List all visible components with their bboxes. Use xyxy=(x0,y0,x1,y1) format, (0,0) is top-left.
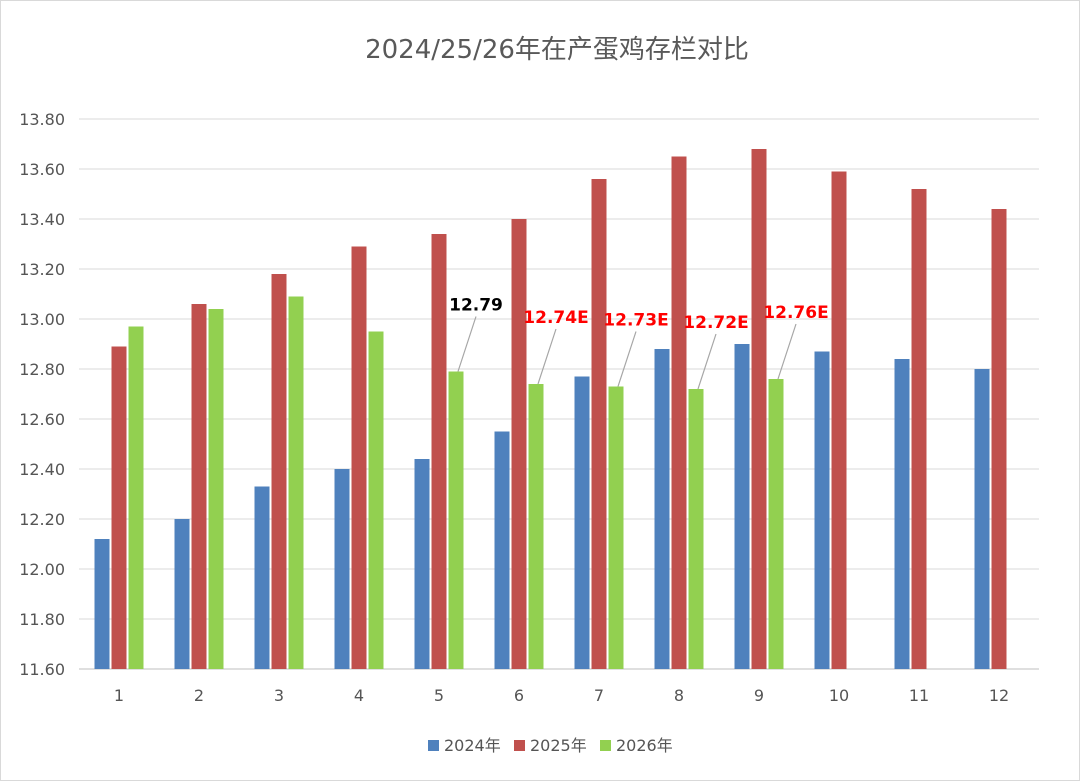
annotation-label: 12.79 xyxy=(449,296,503,316)
bar-2026年-9 xyxy=(768,379,784,669)
annotation-leader-line xyxy=(537,328,557,385)
bar-2024年-6 xyxy=(494,431,510,669)
x-tick-label: 9 xyxy=(754,686,764,705)
bar-2024年-1 xyxy=(94,539,110,669)
y-tick-label: 13.00 xyxy=(19,310,65,329)
annotation-leader-line xyxy=(617,331,637,387)
x-tick-label: 4 xyxy=(354,686,364,705)
legend: 2024年 2025年 2026年 xyxy=(428,736,673,755)
bars xyxy=(94,149,1007,669)
grid-lines xyxy=(79,118,1039,670)
annotation-leader-line xyxy=(777,323,797,380)
bar-2025年-4 xyxy=(351,246,367,669)
bar-2026年-5 xyxy=(448,371,464,669)
legend-label: 2025年 xyxy=(530,736,587,755)
bar-2026年-3 xyxy=(288,296,304,669)
bar-2024年-5 xyxy=(414,459,430,669)
bar-2024年-2 xyxy=(174,519,190,669)
x-tick-label: 7 xyxy=(594,686,604,705)
annotation-label: 12.74E xyxy=(523,308,588,328)
legend-swatch xyxy=(428,740,439,751)
annotation-label: 12.73E xyxy=(603,311,668,331)
annotation-leader-line xyxy=(697,333,717,390)
annotation-leader-line xyxy=(457,316,477,372)
y-tick-label: 11.80 xyxy=(19,610,65,629)
x-tick-label: 5 xyxy=(434,686,444,705)
legend-swatch xyxy=(600,740,611,751)
x-axis: 1 2 3 4 5 6 7 8 9 10 11 12 xyxy=(114,686,1009,705)
bar-2025年-8 xyxy=(671,156,687,669)
y-tick-label: 12.60 xyxy=(19,410,65,429)
bar-2025年-9 xyxy=(751,149,767,669)
annotation-label: 12.76E xyxy=(763,303,828,323)
chart-title: 2024/25/26年在产蛋鸡存栏对比 xyxy=(365,35,749,65)
bar-2026年-6 xyxy=(528,384,544,669)
y-tick-label: 13.60 xyxy=(19,160,65,179)
bar-2024年-7 xyxy=(574,376,590,669)
x-tick-label: 3 xyxy=(274,686,284,705)
y-tick-label: 13.20 xyxy=(19,260,65,279)
annotations: 12.79 12.74E 12.73E 12.72E 12.76E xyxy=(449,296,829,390)
legend-swatch xyxy=(514,740,525,751)
bar-2026年-7 xyxy=(608,386,624,669)
x-tick-label: 6 xyxy=(514,686,524,705)
bar-2024年-10 xyxy=(814,351,830,669)
x-tick-label: 10 xyxy=(829,686,849,705)
legend-label: 2026年 xyxy=(616,736,673,755)
y-tick-label: 12.20 xyxy=(19,510,65,529)
bar-2025年-11 xyxy=(911,189,927,669)
x-tick-label: 8 xyxy=(674,686,684,705)
x-tick-label: 12 xyxy=(989,686,1009,705)
bar-2026年-4 xyxy=(368,331,384,669)
bar-2026年-2 xyxy=(208,309,224,669)
x-tick-label: 2 xyxy=(194,686,204,705)
bar-2024年-8 xyxy=(654,349,670,669)
y-axis: 11.60 11.80 12.00 12.20 12.40 12.60 12.80 13.00… xyxy=(19,110,65,679)
y-tick-label: 12.80 xyxy=(19,360,65,379)
bar-2025年-6 xyxy=(511,219,527,669)
bar-2025年-10 xyxy=(831,171,847,669)
bar-2025年-7 xyxy=(591,179,607,669)
x-tick-label: 11 xyxy=(909,686,929,705)
x-tick-label: 1 xyxy=(114,686,124,705)
y-tick-label: 13.40 xyxy=(19,210,65,229)
y-tick-label: 13.80 xyxy=(19,110,65,129)
bar-2024年-9 xyxy=(734,344,750,669)
y-tick-label: 11.60 xyxy=(19,660,65,679)
bar-2025年-3 xyxy=(271,274,287,669)
bar-2026年-8 xyxy=(688,389,704,669)
bar-2024年-3 xyxy=(254,486,270,669)
legend-label: 2024年 xyxy=(444,736,501,755)
y-tick-label: 12.40 xyxy=(19,460,65,479)
bar-2026年-1 xyxy=(128,326,144,669)
bar-2025年-1 xyxy=(111,346,127,669)
bar-2025年-5 xyxy=(431,234,447,669)
bar-2025年-2 xyxy=(191,304,207,669)
bar-2025年-12 xyxy=(991,209,1007,669)
bar-2024年-12 xyxy=(974,369,990,669)
bar-2024年-4 xyxy=(334,469,350,669)
bar-2024年-11 xyxy=(894,359,910,669)
annotation-label: 12.72E xyxy=(683,313,748,333)
y-tick-label: 12.00 xyxy=(19,560,65,579)
